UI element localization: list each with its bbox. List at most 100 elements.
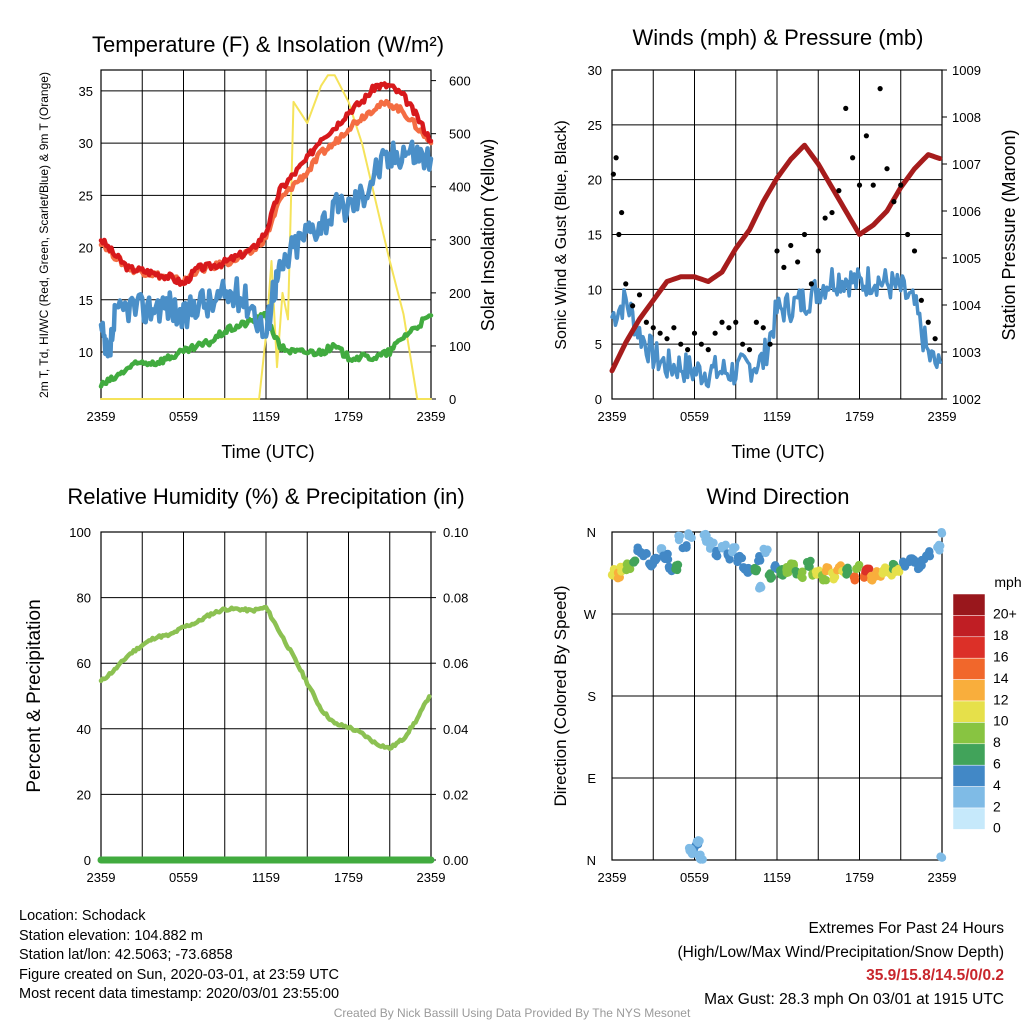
gust-point (664, 336, 670, 342)
y-tick-label: E (587, 771, 596, 786)
y2-tick-label: 1008 (952, 110, 981, 125)
direction-point (721, 540, 730, 550)
gust-point (891, 199, 897, 205)
gust-point (685, 347, 691, 353)
panel-4: 2359 0559 1159 1759 2359 Wind Direction N E S W N D… (551, 484, 956, 885)
colorbar-swatch (952, 636, 986, 659)
direction-point (909, 558, 919, 567)
created-text: Figure created on Sun, 2020-03-01, at 23… (19, 966, 339, 983)
gust-point (856, 182, 863, 188)
y-tick-label: 30 (79, 136, 93, 151)
panel-title: Winds (mph) & Pressure (mb) (633, 25, 924, 50)
gust-point (801, 231, 808, 238)
gust-point (691, 330, 698, 336)
y2-tick-label: 1003 (952, 345, 981, 360)
gust-point (726, 325, 732, 331)
gust-point (815, 248, 821, 254)
plot-frame (100, 69, 432, 400)
colorbar-swatch (952, 657, 986, 680)
x-tick-label: 2359 (417, 409, 446, 424)
colorbar-swatch (952, 743, 986, 766)
colorbar-label: 0 (993, 820, 1001, 836)
y-axis-label: Direction (Colored By Speed) (551, 585, 570, 806)
y2-tick-label: 0.06 (443, 656, 468, 671)
y-tick-label: 25 (588, 118, 602, 133)
x-axis-label: Time (UTC) (221, 442, 314, 462)
direction-point (776, 566, 785, 575)
x-tick-label: 0559 (680, 409, 709, 424)
gust-point (705, 347, 711, 353)
direction-point (743, 568, 753, 577)
x-tick-label: 1159 (252, 409, 280, 424)
gust-point (898, 182, 904, 188)
gust-point (650, 325, 656, 331)
y2-tick-label: 1006 (952, 204, 981, 219)
direction-point (657, 544, 667, 553)
direction-point (867, 575, 876, 584)
colorbar-unit: mph (994, 574, 1021, 590)
direction-point (687, 533, 696, 543)
direction-point (767, 573, 777, 582)
y2-tick-label: 1007 (952, 157, 981, 172)
y-axis-label: Percent & Precipitation (24, 599, 45, 792)
direction-point (888, 559, 898, 569)
y-tick-label: N (587, 853, 596, 868)
gust-point (836, 188, 842, 194)
direction-point (665, 564, 674, 573)
colorbar-label: 6 (993, 756, 1001, 772)
x-tick-label: 1759 (334, 870, 363, 885)
x-tick-label: 2359 (598, 870, 627, 885)
direction-point (798, 573, 807, 583)
y2-tick-label: 0.00 (443, 853, 468, 868)
x-tick-label: 1159 (252, 870, 280, 885)
y-tick-label: 40 (77, 722, 91, 737)
y-tick-label: 100 (69, 525, 91, 540)
y2-tick-label: 0.08 (443, 591, 468, 606)
location-text: Location: Schodack (19, 908, 146, 924)
y-tick-label: 5 (595, 337, 602, 352)
direction-point (696, 850, 705, 860)
colorbar-label: 14 (993, 670, 1009, 686)
direction-point (630, 556, 639, 566)
y-tick-label: S (587, 689, 596, 704)
station-info: Location: Schodack Station elevation: 10… (19, 907, 339, 1005)
y-tick-label: 15 (79, 293, 93, 308)
gust-point (657, 330, 663, 336)
direction-point (843, 563, 852, 573)
latlon-text: Station lat/lon: 42.5063; -73.6858 (19, 947, 233, 963)
y-tick-label: N (587, 525, 596, 540)
gust-point (712, 330, 718, 336)
y-tick-label: 80 (77, 591, 91, 606)
colorbar-label: 12 (993, 691, 1009, 707)
y-axis-label: 2m T, Td, HI/WC (Red, Green, Scarlet/Blu… (37, 72, 51, 398)
y-tick-label: 0 (595, 392, 602, 407)
y2-tick-label: 1002 (952, 392, 981, 407)
y-tick-label: 60 (77, 656, 91, 671)
direction-point (861, 565, 871, 574)
direction-point (682, 543, 691, 552)
direction-point (695, 836, 704, 846)
direction-point (937, 529, 947, 538)
x-tick-label: 2359 (417, 870, 446, 885)
x-tick-label: 2359 (87, 409, 116, 424)
gust-point (746, 347, 753, 353)
colorbar-label: 16 (993, 649, 1009, 665)
gust-point (918, 297, 924, 303)
direction-point (638, 550, 648, 559)
y-tick-label: 15 (588, 228, 602, 243)
direction-point (878, 569, 887, 578)
direction-point (733, 557, 742, 567)
y-tick-label: 20 (77, 787, 91, 802)
credit-text: Created By Nick Bassill Using Data Provi… (333, 1006, 691, 1020)
y-tick-label: W (584, 607, 597, 622)
gust-point (740, 341, 746, 347)
elevation-text: Station elevation: 104.882 m (19, 927, 203, 944)
x-tick-label: 1159 (763, 409, 791, 424)
gust-point (884, 166, 890, 172)
direction-point (934, 540, 944, 550)
gust-point (863, 133, 869, 139)
colorbar-swatch (952, 807, 986, 830)
recent-data-text: Most recent data timestamp: 2020/03/01 2… (19, 986, 340, 1002)
gust-point (613, 155, 619, 161)
